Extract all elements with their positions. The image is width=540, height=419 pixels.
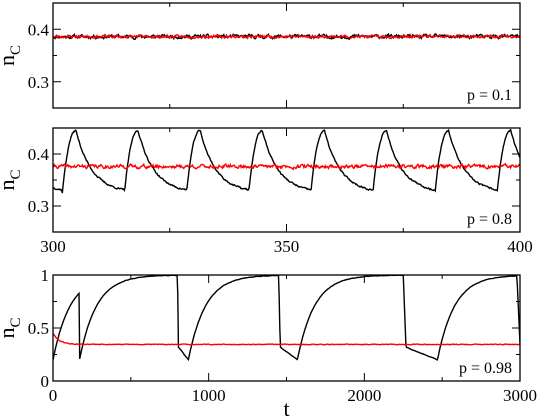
y-axis-label-sub: C [8,169,24,179]
y-axis-label-main: n [0,328,19,339]
series-line-2 [53,33,520,40]
x-tick-label: 300 [40,237,66,256]
y-axis-label: nC [0,45,24,66]
panel-annotation: p = 0.8 [467,211,512,228]
y-tick-label: 0 [41,372,50,391]
y-tick-label: 0.3 [28,73,49,92]
y-axis-label-main: n [0,55,19,66]
y-tick-label: 0.5 [28,319,49,338]
y-tick-label: 0.4 [28,145,50,164]
y-tick-label: 0.4 [28,20,50,39]
plot-frame [52,274,521,382]
y-axis-label-main: n [0,180,19,191]
series-line-2 [53,333,520,346]
plot-frame [52,2,521,109]
y-tick-label: 1 [41,266,50,285]
panel-annotation: p = 0.1 [467,87,512,104]
series-line-2 [53,162,520,171]
y-axis-label-sub: C [8,317,24,327]
x-tick-label: 3000 [503,386,537,405]
y-axis-label: nC [0,317,24,338]
series-line-1 [53,128,520,194]
y-axis-label-sub: C [8,45,24,55]
x-tick-label: 0 [49,386,58,405]
x-tick-label: 1000 [192,386,226,405]
x-axis-label: t [283,396,289,419]
chart-panel-1: 0.30.4nCp = 0.1 [0,2,521,109]
y-tick-label: 0.3 [28,197,49,216]
x-tick-label: 400 [507,237,533,256]
y-axis-label: nC [0,169,24,190]
series-line-1 [53,275,520,362]
panel-annotation: p = 0.98 [459,360,512,377]
x-tick-label: 350 [274,237,300,256]
x-tick-label: 2000 [347,386,381,405]
